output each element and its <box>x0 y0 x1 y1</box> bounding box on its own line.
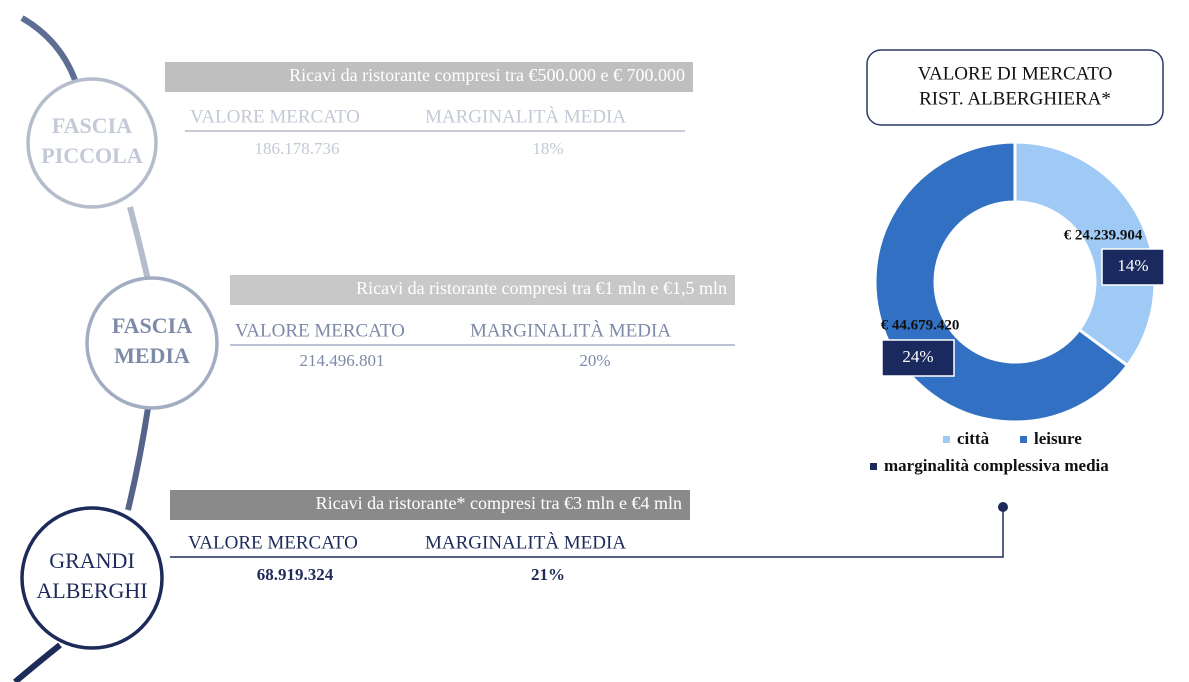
tier-circle <box>26 77 158 209</box>
range-band <box>230 275 735 305</box>
link-dot <box>998 502 1008 512</box>
column-value: 68.919.324 <box>257 565 334 584</box>
column-header: MARGINALITÀ MEDIA <box>425 105 626 127</box>
value-label: € 24.239.904 <box>1064 227 1143 243</box>
column-value: 186.178.736 <box>255 139 340 158</box>
tier-label: FASCIA <box>112 313 192 338</box>
range-label: Ricavi da ristorante* compresi tra €3 ml… <box>316 493 682 513</box>
chart-title: RIST. ALBERGHIERA* <box>919 88 1111 109</box>
column-header: VALORE MERCATO <box>190 106 360 127</box>
connector <box>20 15 78 82</box>
legend-swatch <box>1020 436 1027 443</box>
column-header: VALORE MERCATO <box>235 320 405 341</box>
title-box <box>866 49 1164 126</box>
tier-label: ALBERGHI <box>36 578 147 603</box>
chart-title: VALORE DI MERCATO <box>918 63 1113 84</box>
tier-label: GRANDI <box>49 548 135 573</box>
legend-label: leisure <box>1034 429 1082 448</box>
column-header: VALORE MERCATO <box>188 532 358 553</box>
value-label: € 44.679.420 <box>881 317 960 333</box>
legend-swatch <box>870 463 877 470</box>
link-line <box>685 507 1004 558</box>
connector <box>127 206 151 281</box>
tier-label: PICCOLA <box>41 143 143 168</box>
range-label: Ricavi da ristorante compresi tra €500.0… <box>289 65 685 85</box>
column-value: 20% <box>579 351 610 370</box>
margin-label: 14% <box>1117 256 1148 275</box>
tier-label: MEDIA <box>114 343 190 368</box>
margin-box <box>1101 248 1165 286</box>
tier-label: FASCIA <box>52 113 132 138</box>
margin-box <box>881 339 955 377</box>
legend-label: città <box>957 429 990 448</box>
range-band <box>170 490 690 520</box>
range-band <box>165 62 693 92</box>
margin-label: 24% <box>902 347 933 366</box>
range-label: Ricavi da ristorante compresi tra €1 mln… <box>356 278 727 298</box>
tier-circle <box>85 276 219 410</box>
connector <box>125 407 151 511</box>
donut-segment <box>1013 140 1157 368</box>
column-header: MARGINALITÀ MEDIA <box>470 319 671 341</box>
column-header: MARGINALITÀ MEDIA <box>425 531 626 553</box>
column-value: 21% <box>531 565 565 584</box>
tier-circle <box>20 506 164 650</box>
legend-swatch <box>943 436 950 443</box>
legend-label: marginalità complessiva media <box>884 456 1109 475</box>
column-value: 214.496.801 <box>300 351 385 370</box>
column-value: 18% <box>532 139 563 158</box>
connector <box>13 642 62 682</box>
